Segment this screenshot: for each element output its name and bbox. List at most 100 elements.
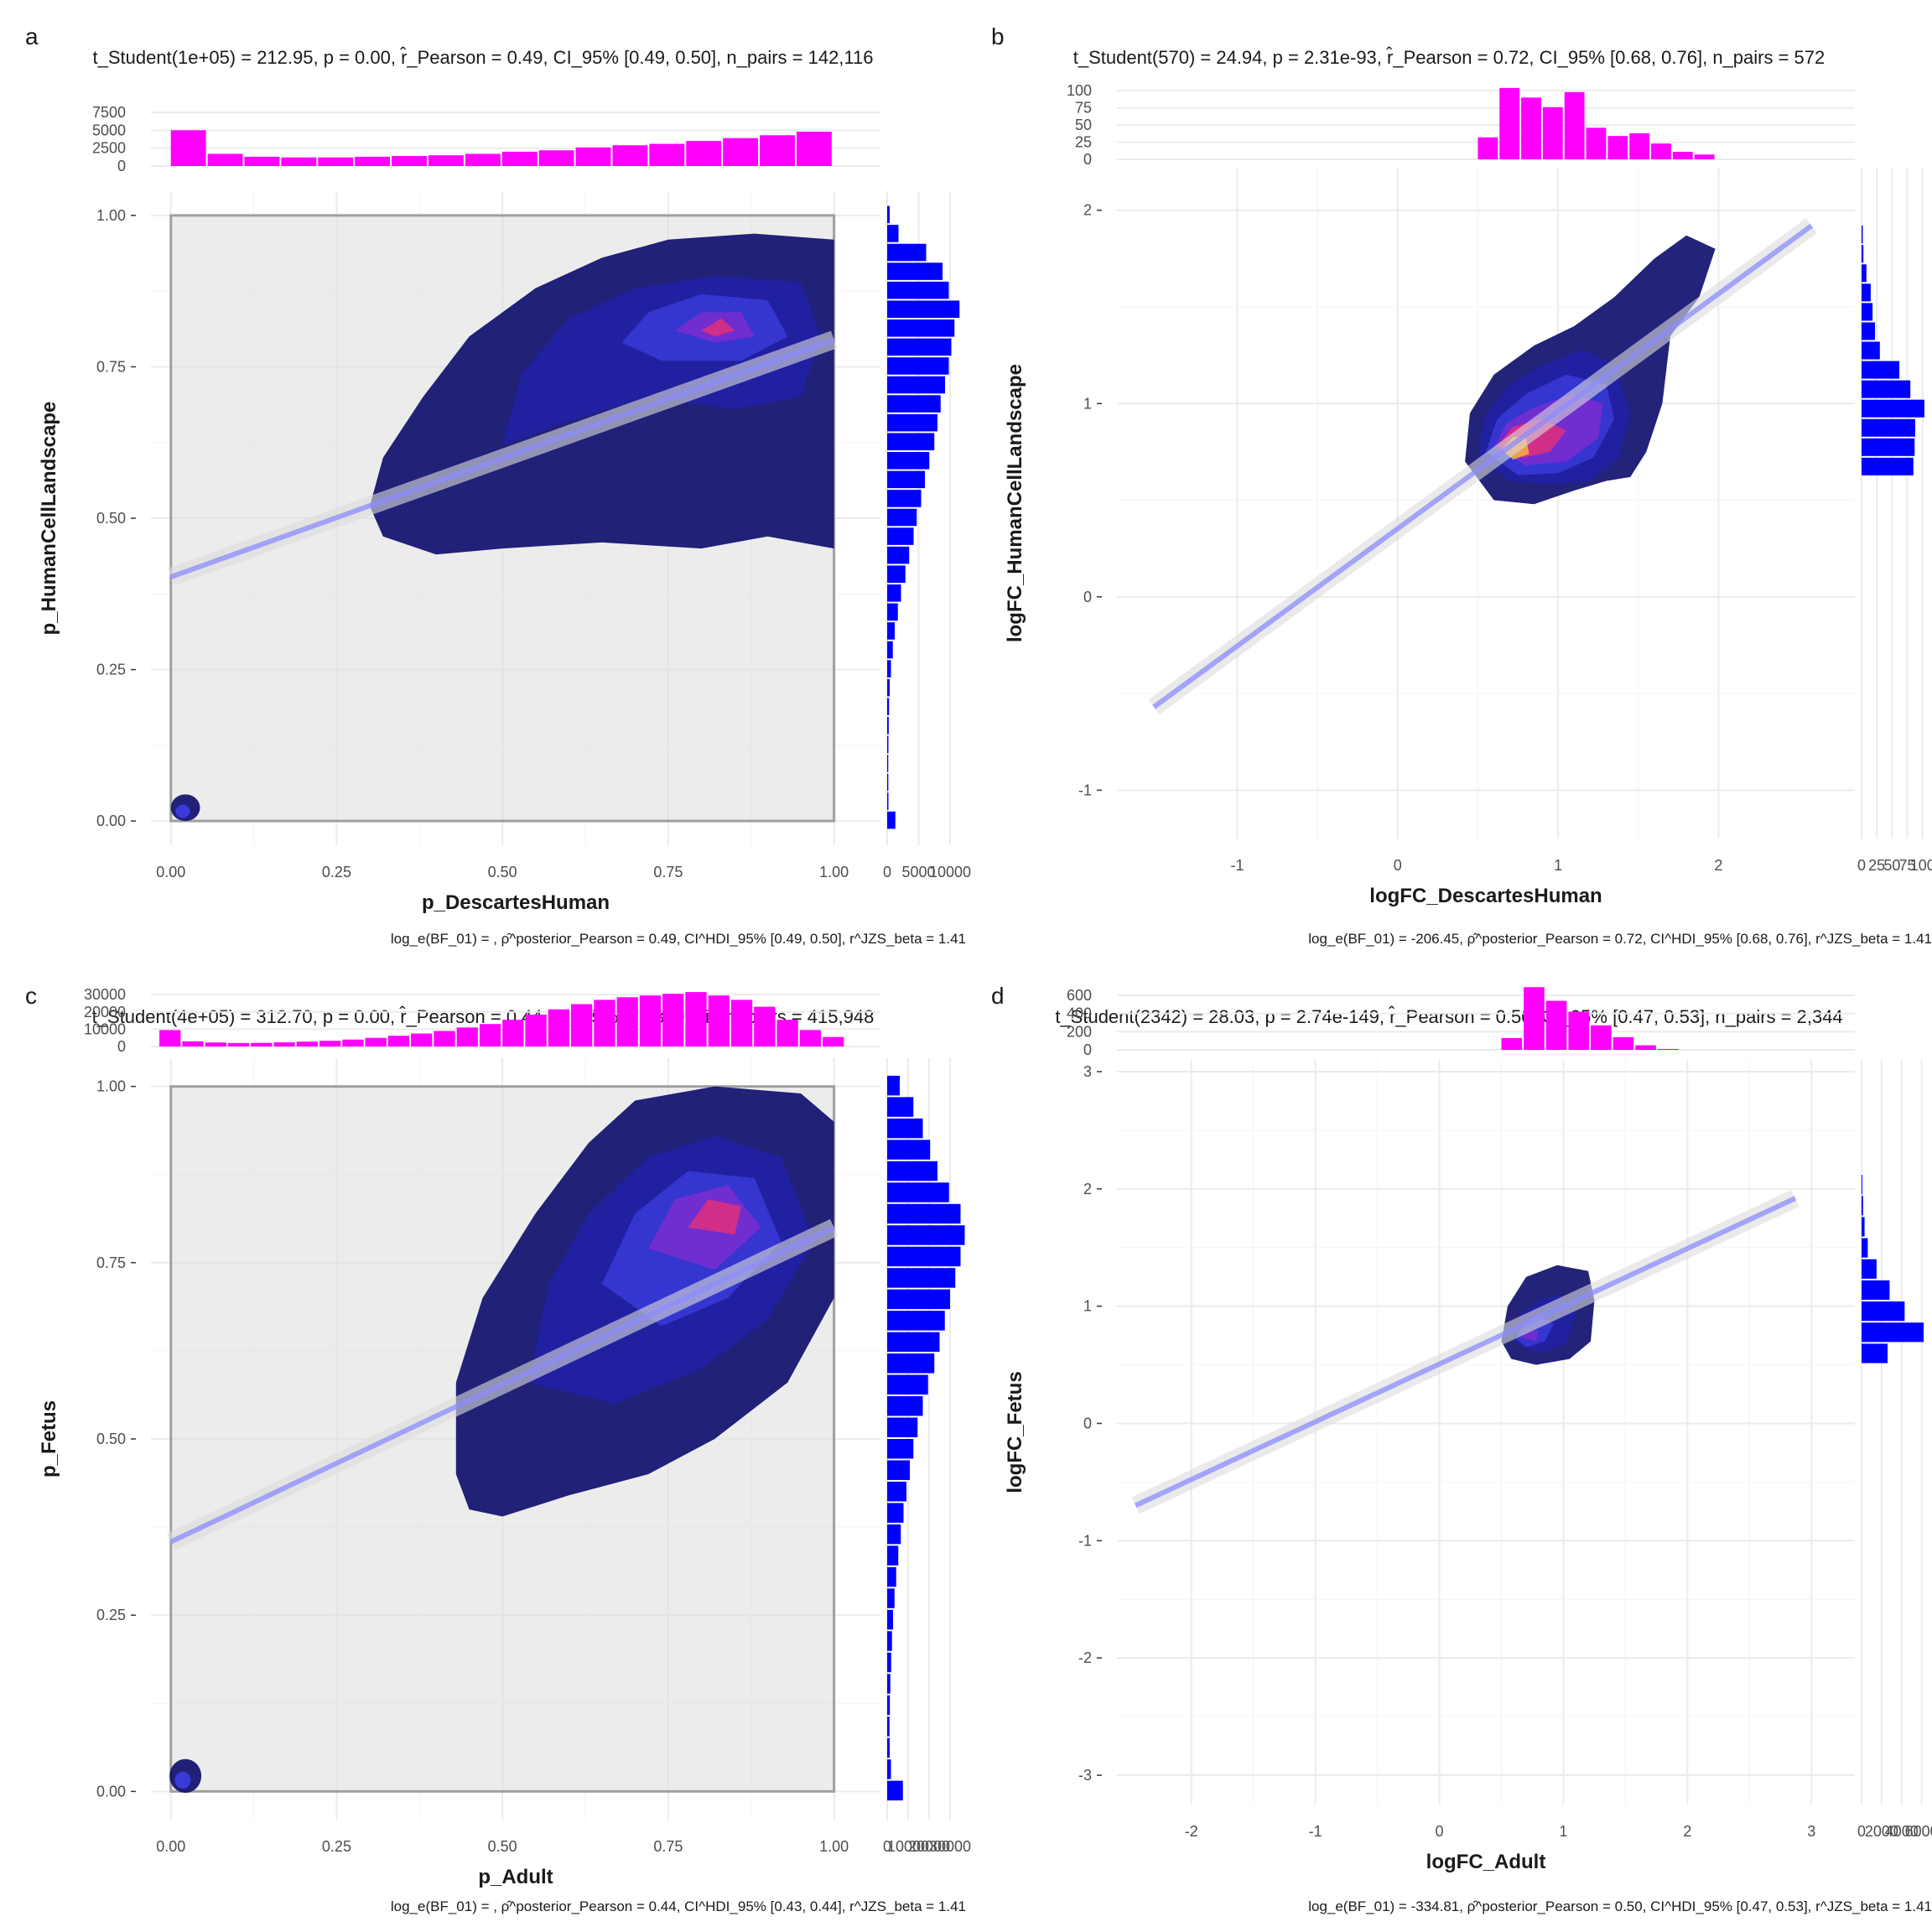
- top-hist-bar: [754, 1006, 776, 1046]
- top-hist-bar: [639, 995, 662, 1046]
- y-axis-title: p_Fetus: [38, 1400, 60, 1478]
- y-tick-label: 0.75: [96, 1254, 126, 1271]
- top-hist-bar: [616, 997, 638, 1046]
- side-hist-bar: [887, 1631, 892, 1651]
- side-hist-bar: [887, 1780, 903, 1801]
- side-hist-bar: [887, 376, 945, 394]
- top-hist-bar: [1651, 143, 1671, 159]
- fit-line: [1134, 1196, 1797, 1509]
- top-hist-bar: [776, 1020, 798, 1046]
- x-tick-label: 2: [1683, 1823, 1691, 1840]
- y-tick-label: 1.00: [96, 207, 126, 224]
- side-hist-bar: [887, 1225, 965, 1245]
- stat-footer: log_e(BF_01) = , ρ̂^posterior_Pearson = …: [390, 931, 966, 947]
- x-tick-label: 0.00: [156, 1838, 185, 1855]
- top-hist-bar: [730, 1000, 753, 1046]
- stat-title: t_Student(1e+05) = 212.95, p = 0.00, r̂_…: [92, 47, 874, 68]
- x-axis-title: logFC_DescartesHuman: [1369, 885, 1602, 907]
- x-tick-label: 0: [1394, 857, 1402, 874]
- x-axis-title: p_DescartesHuman: [422, 891, 610, 914]
- top-hist-tick-label: 0: [117, 1038, 126, 1055]
- x-tick-label: -2: [1185, 1823, 1198, 1840]
- side-hist-bar: [887, 1588, 895, 1608]
- top-hist-bar: [796, 132, 832, 166]
- top-hist-bar: [1613, 1036, 1634, 1050]
- side-hist-bar: [887, 698, 890, 715]
- side-hist-bar: [887, 300, 960, 319]
- x-tick-label: 0.25: [322, 864, 351, 880]
- top-hist-bar: [538, 150, 574, 166]
- side-hist-bar: [1862, 457, 1914, 475]
- top-hist-bar: [708, 995, 730, 1046]
- side-hist-bar: [887, 565, 906, 583]
- side-hist-bar: [887, 452, 930, 470]
- side-hist-bar: [887, 225, 899, 242]
- top-hist-bar: [296, 1041, 318, 1046]
- top-hist-bar: [182, 1041, 204, 1046]
- side-hist-bar: [887, 811, 896, 829]
- top-hist-bar: [649, 143, 685, 166]
- side-hist-bar: [887, 1203, 961, 1224]
- y-tick-label: -3: [1078, 1767, 1092, 1784]
- side-hist-bar: [1862, 322, 1875, 340]
- side-hist-bar: [1862, 264, 1867, 283]
- side-hist-bar: [1862, 341, 1880, 360]
- density-contour: [701, 318, 735, 337]
- panel-a: a t_Student(1e+05) = 212.95, p = 0.00, r…: [0, 0, 971, 966]
- chart-c: 0.00 0.25 0.50 0.75 1.00 0.00 0.25 0.50 0.75 1.00…: [38, 986, 971, 1888]
- top-hist-bar: [465, 153, 501, 166]
- top-hist-bar: [502, 1020, 524, 1046]
- y-tick-label: 2: [1083, 1181, 1092, 1197]
- side-hist-bar: [887, 1182, 949, 1202]
- side-hist-bar: [887, 413, 937, 432]
- side-hist-bar: [1862, 1196, 1863, 1216]
- side-hist-tick-label: 50: [1883, 857, 1900, 874]
- x-tick-label: 1: [1559, 1823, 1567, 1840]
- x-axis-title: p_Adult: [478, 1866, 553, 1888]
- side-hist-bar: [887, 1353, 935, 1374]
- top-hist-bar: [281, 157, 317, 166]
- side-hist-tick-label: 75: [1899, 857, 1916, 874]
- side-hist-bar: [887, 281, 949, 299]
- side-hist-bar: [1862, 1280, 1890, 1301]
- top-hist-tick-label: 20000: [84, 1004, 126, 1021]
- side-hist-tick-label: 25: [1868, 857, 1885, 874]
- side-hist-tick-label: 2000: [1865, 1823, 1898, 1840]
- side-hist-bar: [887, 792, 889, 810]
- side-hist-bar: [1862, 303, 1873, 321]
- top-hist-tick-label: 25: [1075, 134, 1092, 151]
- top-hist-tick-label: 7500: [92, 104, 126, 121]
- top-hist-bar: [1694, 154, 1715, 159]
- y-axis-title: p_HumanCellLandscape: [38, 402, 60, 636]
- side-hist-bar: [887, 1289, 950, 1310]
- panel-letter: a: [25, 23, 39, 49]
- top-hist-bar: [1524, 987, 1545, 1050]
- top-hist-bar: [1590, 1025, 1612, 1050]
- side-hist-bar: [887, 641, 893, 659]
- side-hist-bar: [887, 1609, 893, 1630]
- y-tick-label: 0.00: [96, 1783, 126, 1800]
- side-hist-bar: [1862, 418, 1915, 437]
- side-hist-bar: [887, 319, 955, 337]
- side-hist-bar: [1862, 1217, 1865, 1237]
- x-tick-label: 0.75: [653, 1838, 683, 1855]
- panel-letter: d: [991, 983, 1005, 1009]
- top-hist-bar: [799, 1030, 821, 1046]
- x-tick-label: 1: [1554, 857, 1562, 874]
- side-hist-bar: [1862, 399, 1924, 418]
- side-hist-bar: [1862, 283, 1871, 302]
- side-hist-bar: [887, 1097, 914, 1117]
- y-tick-label: 0.25: [96, 662, 126, 678]
- top-hist-bar: [170, 130, 206, 166]
- top-hist-tick-label: 2500: [92, 140, 126, 157]
- top-hist-bar: [1657, 1048, 1679, 1050]
- side-hist-tick-label: 30000: [929, 1838, 971, 1855]
- top-hist-bar: [1607, 136, 1628, 159]
- x-tick-label: 2: [1714, 857, 1722, 874]
- top-hist-bar: [1586, 127, 1607, 159]
- side-hist-bar: [887, 603, 898, 621]
- top-hist-bar: [365, 1037, 387, 1046]
- top-hist-bar: [1478, 137, 1498, 159]
- chart-d: -2 -1 0 1 2 3 -3 -2 -1 0 1 2 3 logFC_Adult logFC_Fetus…: [1004, 987, 1932, 1873]
